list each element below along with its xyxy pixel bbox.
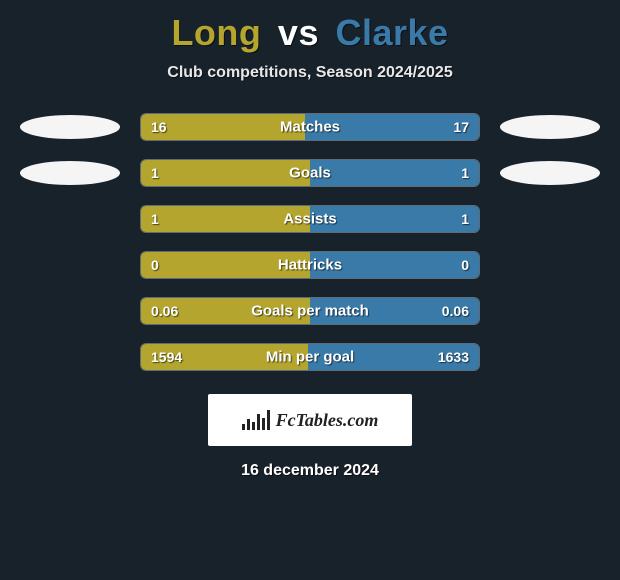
stats-chart: Matches1617 Goals11 Assists11 Hattricks00 Go… — [0, 104, 620, 380]
stat-bar-left — [141, 344, 308, 370]
player1-avatar — [20, 161, 120, 185]
stat-row: Assists11 — [0, 196, 620, 242]
comparison-title: Long vs Clarke — [0, 0, 620, 54]
stat-bar-left — [141, 160, 310, 186]
stat-bar-track: Goals per match0.060.06 — [140, 297, 480, 325]
snapshot-date: 16 december 2024 — [0, 462, 620, 480]
player2-avatar — [500, 115, 600, 139]
stat-bar-left — [141, 252, 310, 278]
stat-row: Hattricks00 — [0, 242, 620, 288]
stat-bar-right — [310, 160, 479, 186]
stat-bar-right — [310, 206, 479, 232]
branding-bars-icon — [242, 410, 270, 430]
stat-bar-track: Hattricks00 — [140, 251, 480, 279]
player2-avatar — [500, 161, 600, 185]
stat-row: Min per goal15941633 — [0, 334, 620, 380]
branding-text: FcTables.com — [276, 410, 379, 431]
stat-row: Goals per match0.060.06 — [0, 288, 620, 334]
stat-row: Goals11 — [0, 150, 620, 196]
vs-label: vs — [278, 12, 319, 53]
stat-bar-track: Min per goal15941633 — [140, 343, 480, 371]
stat-bar-right — [310, 298, 479, 324]
branding-badge: FcTables.com — [208, 394, 412, 446]
stat-bar-track: Matches1617 — [140, 113, 480, 141]
stat-bar-track: Assists11 — [140, 205, 480, 233]
stat-bar-right — [308, 344, 479, 370]
player1-avatar — [20, 115, 120, 139]
stat-bar-left — [141, 298, 310, 324]
player1-name: Long — [171, 12, 261, 53]
subtitle: Club competitions, Season 2024/2025 — [0, 64, 620, 82]
player2-name: Clarke — [335, 12, 448, 53]
stat-bar-right — [310, 252, 479, 278]
stat-bar-left — [141, 206, 310, 232]
stat-bar-left — [141, 114, 305, 140]
stat-row: Matches1617 — [0, 104, 620, 150]
stat-bar-track: Goals11 — [140, 159, 480, 187]
stat-bar-right — [305, 114, 479, 140]
